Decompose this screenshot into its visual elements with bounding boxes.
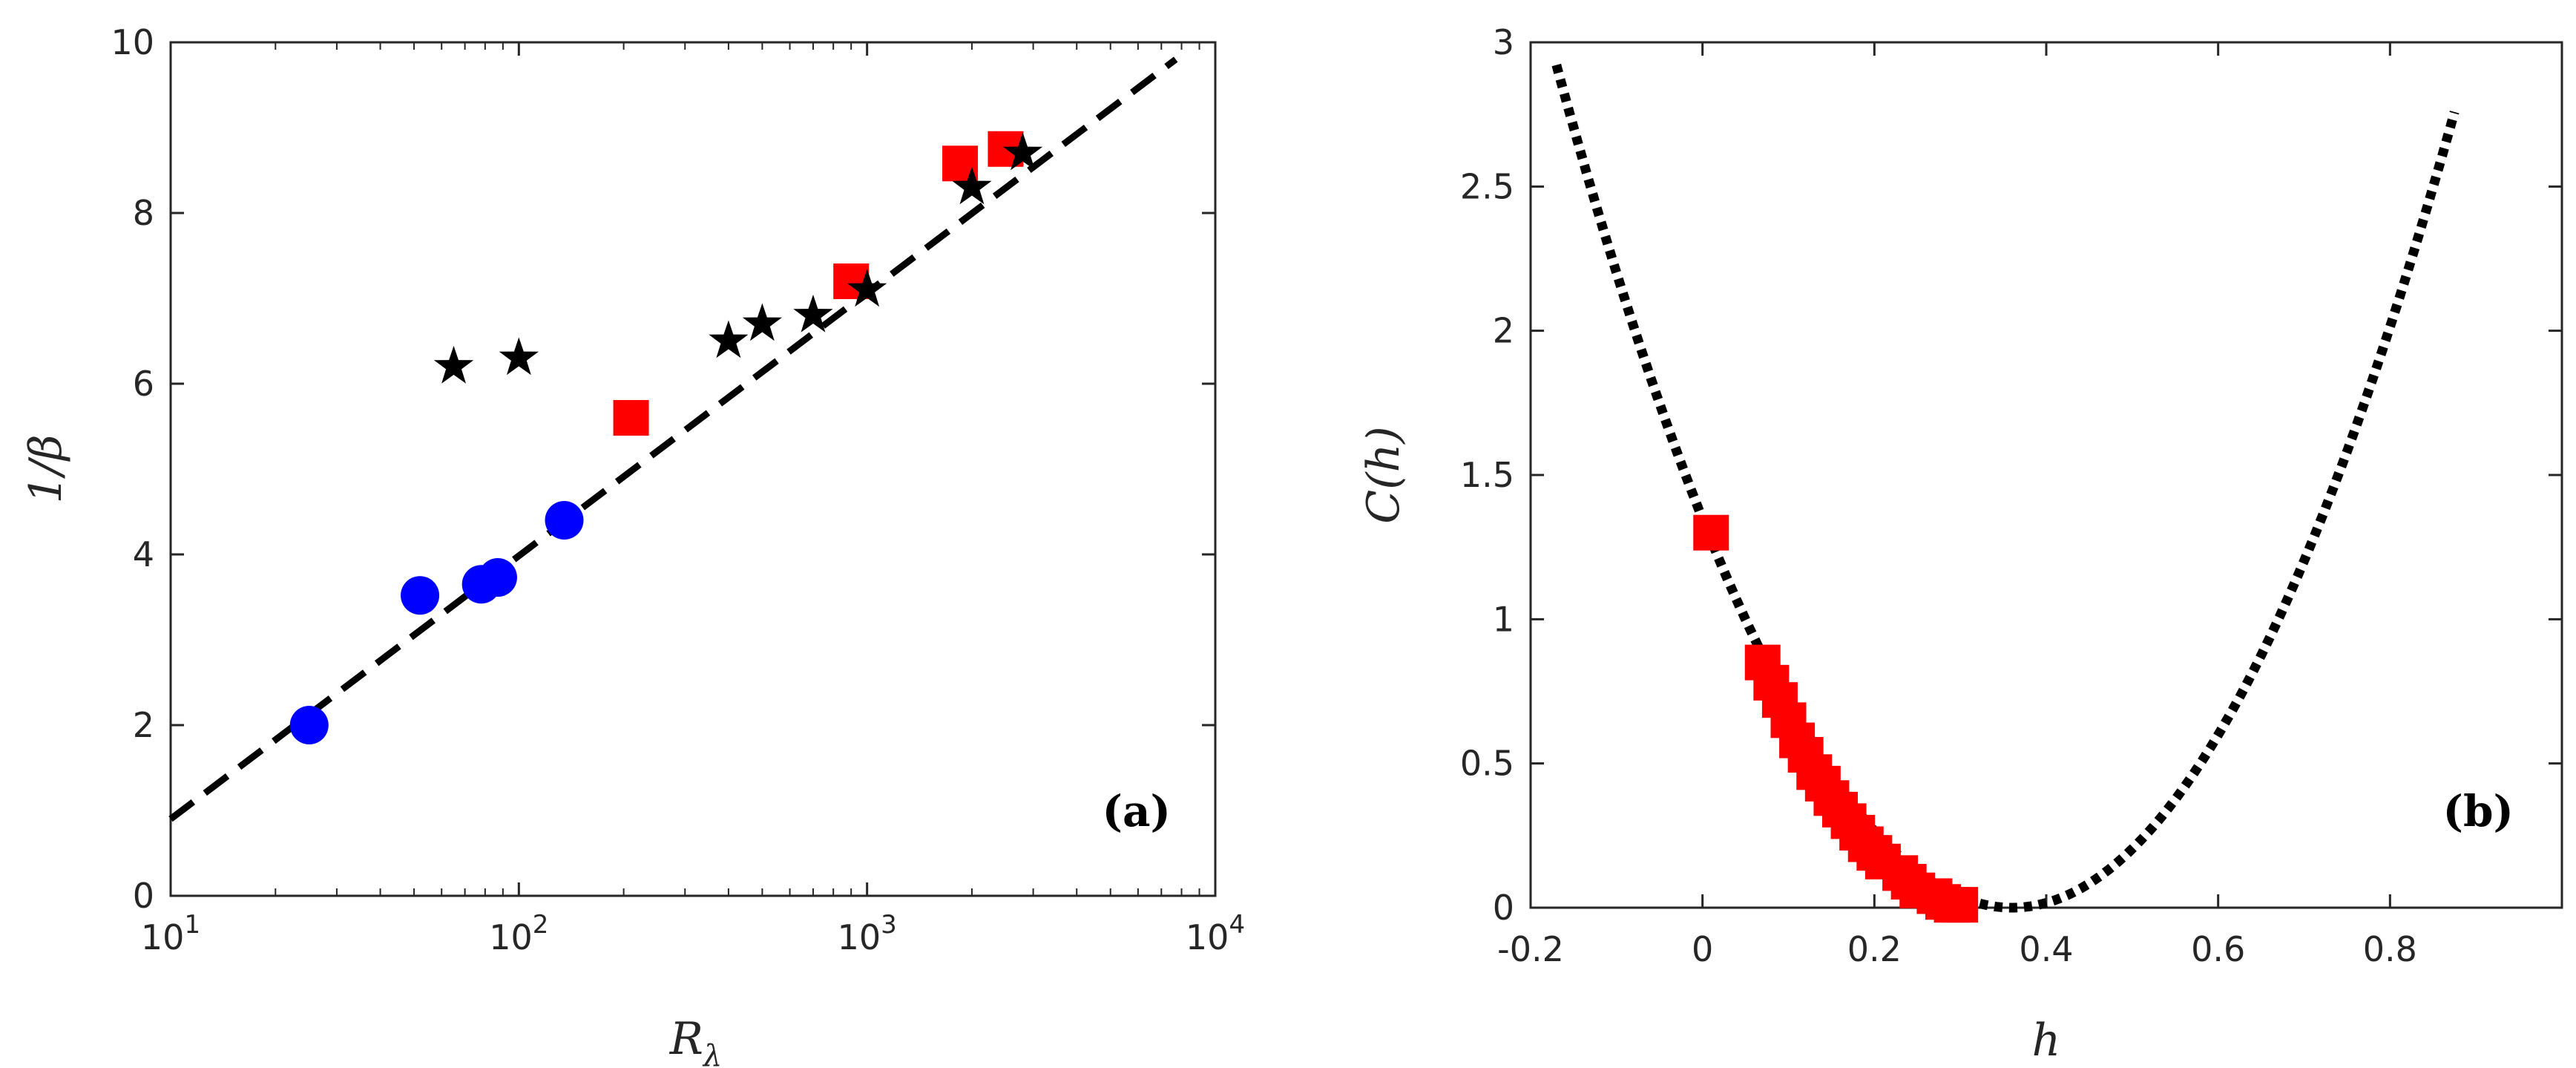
y-tick-label: 0.5 bbox=[1460, 744, 1514, 784]
y-tick-label: 4 bbox=[133, 534, 154, 574]
x-tick-label-exp: 4 bbox=[1229, 910, 1245, 940]
y-tick-label: 1.5 bbox=[1460, 455, 1514, 495]
panel-b: -0.2 0 0.2 0.4 0.6 0.8 00.511.522.53 h C(h) (… bbox=[1358, 22, 2563, 1067]
parabola-curve bbox=[1551, 63, 2460, 913]
marker-star bbox=[847, 269, 887, 307]
panel-b-ylabel: C(h) bbox=[1358, 426, 1410, 523]
x-tick-label: 0.6 bbox=[2191, 929, 2245, 969]
y-tick-label: 2 bbox=[1493, 311, 1514, 351]
x-tick-label: 103 bbox=[838, 910, 897, 957]
x-tick-label-exp: 1 bbox=[184, 910, 200, 940]
panel-a-xlabel-sub: λ bbox=[702, 1039, 722, 1068]
x-tick-label-base: 10 bbox=[489, 917, 533, 957]
y-tick-label: 6 bbox=[133, 364, 154, 404]
panel-b-axes-box bbox=[1529, 41, 2563, 909]
marker-star bbox=[1002, 132, 1043, 171]
marker-square bbox=[1693, 514, 1729, 551]
panel-a-xlabel: Rλ bbox=[669, 1013, 723, 1068]
x-tick-label: 0 bbox=[1692, 929, 1713, 969]
marker-star bbox=[499, 337, 539, 376]
x-tick-label: 0.4 bbox=[2019, 929, 2073, 969]
marker-square bbox=[613, 400, 649, 436]
x-tick-label-base: 10 bbox=[1186, 917, 1229, 957]
marker-star bbox=[742, 303, 782, 341]
panel-a-ytick-labels: 0 2 4 6 8 10 bbox=[111, 22, 154, 916]
x-tick-label: 0.8 bbox=[2363, 929, 2417, 969]
x-tick-label-base: 10 bbox=[838, 917, 881, 957]
x-tick-label: 102 bbox=[489, 910, 548, 957]
marker-circle bbox=[289, 706, 329, 744]
x-tick-label-exp: 3 bbox=[881, 910, 897, 940]
panel-b-label: (b) bbox=[2443, 786, 2514, 836]
marker-circle bbox=[545, 501, 584, 540]
x-tick-label-exp: 2 bbox=[533, 910, 549, 940]
panel-a-label: (a) bbox=[1103, 786, 1171, 836]
panel-a-xtick-labels: 101 102 103 104 bbox=[141, 910, 1245, 957]
y-tick-label: 3 bbox=[1493, 22, 1514, 62]
marker-star bbox=[793, 295, 833, 332]
marker-circle bbox=[478, 558, 517, 597]
x-tick-label-base: 10 bbox=[141, 917, 185, 957]
marker-circle bbox=[401, 576, 440, 615]
y-tick-label: 8 bbox=[133, 193, 154, 233]
fit-line bbox=[168, 56, 1178, 822]
y-tick-label: 1 bbox=[1493, 599, 1514, 639]
marker-square bbox=[1942, 887, 1979, 923]
x-tick-label: 104 bbox=[1186, 910, 1245, 957]
panel-a-marks bbox=[289, 131, 1043, 744]
panel-b-ticks bbox=[1529, 41, 2562, 909]
panel-b-marks bbox=[1693, 514, 1979, 923]
x-tick-label: -0.2 bbox=[1497, 929, 1564, 969]
panel-b-xtick-labels: -0.2 0 0.2 0.4 0.6 0.8 bbox=[1497, 929, 2417, 969]
panel-a-ticks bbox=[169, 41, 1217, 897]
y-tick-label: 0 bbox=[1493, 888, 1514, 928]
panel-a-axes-box bbox=[169, 41, 1217, 897]
panel-b-xlabel: h bbox=[2032, 1015, 2061, 1067]
marker-star bbox=[709, 320, 749, 358]
panel-a-xlabel-base: R bbox=[669, 1013, 703, 1065]
marker-star bbox=[952, 166, 992, 205]
y-tick-label: 10 bbox=[111, 22, 154, 62]
panel-a-fit-layer bbox=[168, 56, 1178, 822]
y-tick-label: 0 bbox=[133, 876, 154, 916]
x-tick-label: 101 bbox=[141, 910, 200, 957]
y-tick-label: 2 bbox=[133, 705, 154, 745]
panel-b-curve-layer bbox=[1551, 63, 2460, 913]
y-tick-label: 2.5 bbox=[1460, 166, 1514, 206]
x-tick-label: 0.2 bbox=[1847, 929, 1902, 969]
panel-b-ytick-labels: 0 0.5 1 1.5 2 2.5 3 bbox=[1460, 22, 1514, 928]
marker-star bbox=[433, 346, 474, 384]
panel-a-ylabel: 1/β bbox=[20, 434, 72, 503]
